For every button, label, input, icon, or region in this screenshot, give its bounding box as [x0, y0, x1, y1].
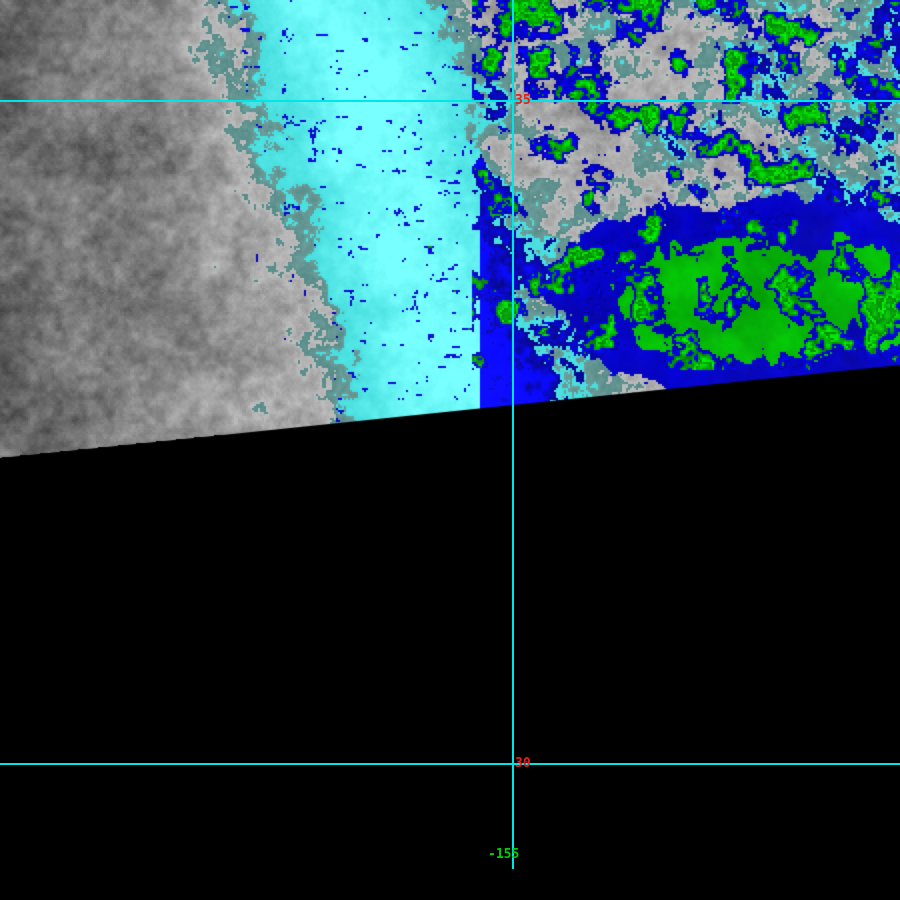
gridline-longitude--155: [512, 0, 514, 869]
gridline-latitude-35: [0, 100, 900, 102]
grid-label-latitude-35: 35: [515, 93, 531, 108]
status-bar: 10001 TERRA-L1B 31 7 AUG 11219 121000 05…: [0, 869, 900, 900]
grid-label-latitude-30: 30: [515, 756, 531, 771]
gridline-latitude-30: [0, 763, 900, 765]
grid-label-longitude--155: -155: [488, 847, 520, 862]
